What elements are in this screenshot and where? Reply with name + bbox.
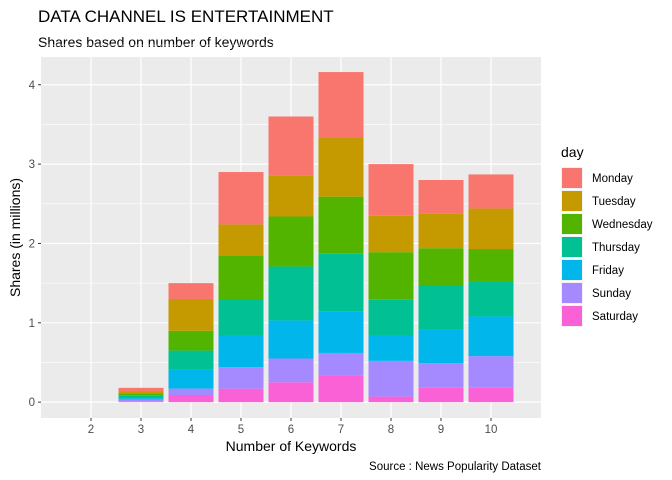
legend-label-friday: Friday xyxy=(592,265,624,277)
bar-segment-sunday-9 xyxy=(418,363,464,388)
bar-segment-saturday-6 xyxy=(268,382,314,403)
bar-segment-sunday-4 xyxy=(168,388,214,395)
bar-segment-tuesday-4 xyxy=(168,298,214,331)
bar-segment-sunday-10 xyxy=(468,356,514,388)
legend-swatch-monday xyxy=(562,168,582,188)
bar-segment-tuesday-8 xyxy=(368,215,414,253)
bar-segment-friday-7 xyxy=(318,311,364,353)
bar-segment-monday-5 xyxy=(218,172,264,225)
x-axis-title: Number of Keywords xyxy=(226,438,357,454)
bar-segment-sunday-8 xyxy=(368,360,414,397)
bar-segment-wednesday-8 xyxy=(368,252,414,300)
bar-segment-monday-7 xyxy=(318,72,364,138)
bar-segment-wednesday-3 xyxy=(118,393,164,396)
legend-label-monday: Monday xyxy=(592,173,633,185)
legend-swatch-sunday xyxy=(562,283,582,303)
bar-segment-saturday-4 xyxy=(168,394,214,403)
chart-caption: Source : News Popularity Dataset xyxy=(369,461,542,473)
bar-segment-saturday-9 xyxy=(418,387,464,403)
legend-swatch-thursday xyxy=(562,237,582,257)
bar-segment-thursday-4 xyxy=(168,350,214,370)
y-axis-title: Shares (in millions) xyxy=(7,178,23,297)
y-tick-label: 3 xyxy=(29,159,35,171)
bar-segment-wednesday-4 xyxy=(168,330,214,351)
bar-segment-saturday-7 xyxy=(318,375,364,403)
x-tick-label: 10 xyxy=(485,424,498,436)
x-tick-label: 4 xyxy=(188,424,195,436)
bar-segment-tuesday-3 xyxy=(118,391,164,394)
bar-segment-saturday-5 xyxy=(218,388,264,403)
bar-segment-friday-5 xyxy=(218,335,264,368)
bar-segment-monday-3 xyxy=(118,387,164,392)
legend: day Monday Tuesday Wednesday Thursday Friday… xyxy=(561,144,653,327)
bar-segment-friday-8 xyxy=(368,335,414,361)
legend-swatch-wednesday xyxy=(562,214,582,234)
x-tick-label: 9 xyxy=(438,424,444,436)
bar-segment-wednesday-9 xyxy=(418,248,464,286)
legend-swatch-tuesday xyxy=(562,191,582,211)
legend-label-thursday: Thursday xyxy=(592,242,640,254)
bar-segment-wednesday-7 xyxy=(318,196,364,254)
bar-segment-sunday-5 xyxy=(218,367,264,389)
x-tick-label: 8 xyxy=(388,424,394,436)
bar-segment-thursday-9 xyxy=(418,285,464,330)
bar-segment-thursday-7 xyxy=(318,253,364,312)
bar-segment-monday-4 xyxy=(168,283,214,299)
bar-segment-saturday-10 xyxy=(468,387,514,403)
bar-segment-saturday-8 xyxy=(368,396,414,403)
legend-label-wednesday: Wednesday xyxy=(592,219,653,231)
legend-label-saturday: Saturday xyxy=(592,311,638,323)
bar-segment-friday-6 xyxy=(268,320,314,359)
bar-segment-sunday-7 xyxy=(318,352,364,376)
bar-segment-tuesday-6 xyxy=(268,175,314,217)
bar-segment-thursday-10 xyxy=(468,281,514,317)
bar-segment-monday-6 xyxy=(268,116,314,176)
x-axis: 2 3 4 5 6 7 8 9 10 xyxy=(88,418,498,436)
bar-segment-friday-9 xyxy=(418,329,464,364)
legend-title: day xyxy=(561,144,584,160)
y-tick-label: 2 xyxy=(29,238,35,250)
bar-segment-wednesday-10 xyxy=(468,249,514,282)
bar-segment-tuesday-7 xyxy=(318,137,364,197)
y-tick-label: 4 xyxy=(29,80,36,92)
bar-segment-wednesday-6 xyxy=(268,216,314,267)
bar-segment-friday-4 xyxy=(168,369,214,389)
x-tick-label: 2 xyxy=(88,424,94,436)
chart-subtitle: Shares based on number of keywords xyxy=(38,34,274,50)
x-tick-label: 5 xyxy=(238,424,244,436)
legend-label-tuesday: Tuesday xyxy=(592,196,636,208)
bar-segment-thursday-8 xyxy=(368,299,414,336)
bar-segment-tuesday-10 xyxy=(468,208,514,250)
bar-segment-sunday-3 xyxy=(118,399,164,402)
bar-segment-tuesday-9 xyxy=(418,213,464,249)
bar-segment-wednesday-5 xyxy=(218,255,264,299)
y-axis: 0 1 2 3 4 xyxy=(29,80,41,409)
bar-segment-monday-9 xyxy=(418,179,464,214)
y-tick-label: 0 xyxy=(29,397,35,409)
bar-segment-thursday-5 xyxy=(218,298,264,336)
y-tick-label: 1 xyxy=(29,318,35,330)
bar-segment-tuesday-5 xyxy=(218,224,264,256)
bar-segment-thursday-3 xyxy=(118,395,164,399)
legend-swatch-friday xyxy=(562,260,582,280)
chart-title: DATA CHANNEL IS ENTERTAINMENT xyxy=(38,7,334,26)
x-tick-label: 6 xyxy=(288,424,294,436)
bar-segment-thursday-6 xyxy=(268,266,314,321)
x-tick-label: 3 xyxy=(138,424,144,436)
bar-segment-sunday-6 xyxy=(268,358,314,383)
legend-swatch-saturday xyxy=(562,306,582,326)
bar-segment-monday-8 xyxy=(368,164,414,216)
legend-label-sunday: Sunday xyxy=(592,288,631,300)
bar-segment-saturday-3 xyxy=(118,401,164,403)
bar-segment-friday-10 xyxy=(468,316,514,357)
bars xyxy=(118,72,514,403)
bar-segment-friday-3 xyxy=(118,398,164,400)
x-tick-label: 7 xyxy=(338,424,344,436)
bar-segment-monday-10 xyxy=(468,174,514,209)
